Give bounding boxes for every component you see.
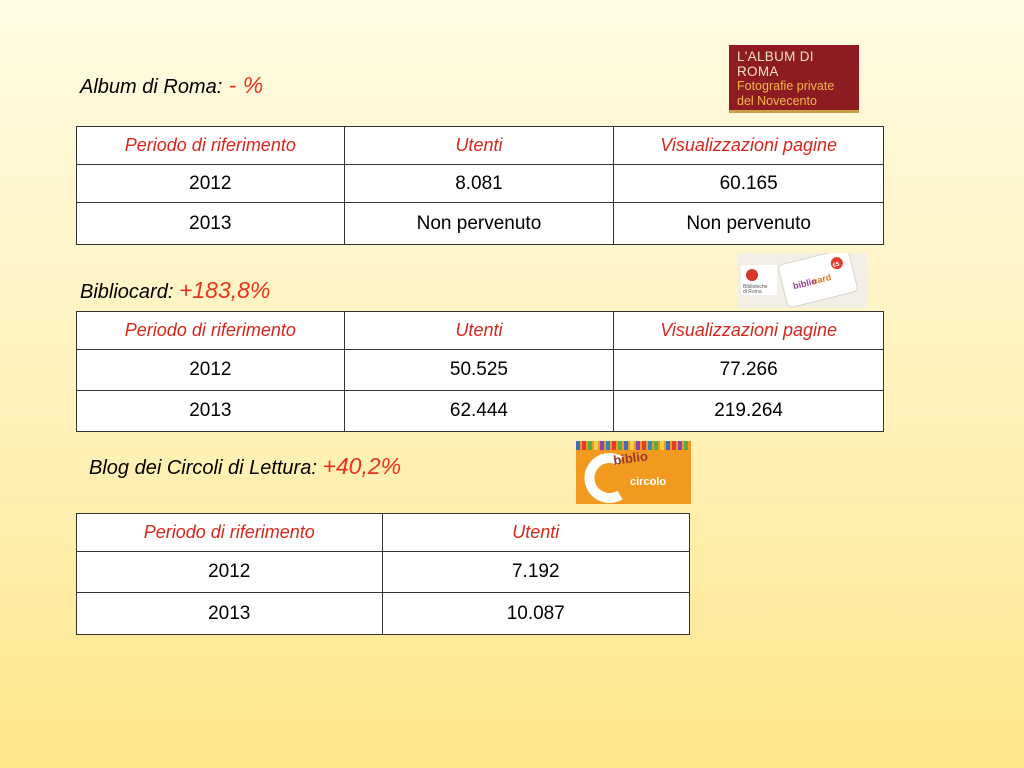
cell-users: 10.087	[381, 592, 691, 635]
bibliocard-logo: biblio card €5 Biblioteche di Roma	[737, 253, 867, 308]
album-delta: - %	[222, 72, 264, 98]
blog-delta: +40,2%	[322, 453, 402, 479]
cell-period: 2012	[76, 551, 383, 593]
cell-users: 8.081	[343, 164, 615, 203]
table-header-row: Periodo di riferimento Utenti Visualizza…	[76, 311, 884, 350]
cell-pageviews: 77.266	[613, 349, 884, 391]
header-pageviews: Visualizzazioni pagine	[613, 311, 884, 350]
table-row: 2012 50.525 77.266	[76, 349, 884, 391]
brand-line-1: Biblioteche	[743, 284, 768, 290]
card-card-text: card	[811, 272, 832, 286]
header-users: Utenti	[381, 513, 691, 552]
cell-users: Non pervenuto	[343, 202, 615, 245]
logo-biblio-text: biblio	[612, 448, 648, 468]
bibliocircolo-logo: biblio circolo	[576, 441, 691, 504]
bibliocircolo-image: biblio circolo	[576, 441, 691, 504]
album-logo-subtitle-1: Fotografie private	[737, 79, 835, 93]
cell-pageviews: 60.165	[613, 164, 884, 203]
album-logo-subtitle-2: del Novecento	[737, 94, 817, 108]
cell-users: 50.525	[343, 349, 615, 391]
album-table: Periodo di riferimento Utenti Visualizza…	[76, 126, 884, 245]
cell-period: 2013	[76, 390, 345, 432]
header-period: Periodo di riferimento	[76, 311, 345, 350]
bibliocard-table: Periodo di riferimento Utenti Visualizza…	[76, 311, 884, 432]
cell-users: 62.444	[343, 390, 615, 432]
bibliocard-image: biblio card €5 Biblioteche di Roma	[737, 253, 867, 308]
table-row: 2013 62.444 219.264	[76, 390, 884, 432]
table-row: 2013 Non pervenuto Non pervenuto	[76, 202, 884, 245]
album-heading: Album di Roma: - %	[80, 72, 263, 99]
cell-period: 2012	[76, 164, 345, 203]
album-di-roma-logo: L'ALBUM DI ROMA Fotografie private del N…	[729, 45, 859, 113]
header-period: Periodo di riferimento	[76, 126, 345, 165]
bibliocard-delta: +183,8%	[178, 277, 271, 303]
brand-line-2: di Roma	[743, 289, 762, 295]
logo-circolo-text: circolo	[630, 476, 666, 488]
blog-heading: Blog dei Circoli di Lettura: +40,2%	[89, 453, 401, 480]
table-row: 2013 10.087	[76, 592, 691, 635]
cell-period: 2013	[76, 592, 383, 635]
table-row: 2012 8.081 60.165	[76, 164, 884, 203]
c-shape-icon	[584, 453, 623, 503]
header-pageviews: Visualizzazioni pagine	[613, 126, 884, 165]
table-header-row: Periodo di riferimento Utenti	[76, 513, 691, 552]
bibliocard-heading: Bibliocard: +183,8%	[80, 277, 270, 304]
bibliocard-title: Bibliocard:	[80, 281, 179, 303]
cell-period: 2013	[76, 202, 345, 245]
header-users: Utenti	[343, 311, 615, 350]
cell-pageviews: Non pervenuto	[613, 202, 884, 245]
table-row: 2012 7.192	[76, 551, 691, 593]
card-badge-text: €5	[832, 261, 841, 269]
badge-icon	[830, 257, 843, 270]
cell-users: 7.192	[381, 551, 691, 593]
brand-mark-icon	[746, 269, 758, 281]
blog-table: Periodo di riferimento Utenti 2012 7.192…	[76, 513, 691, 635]
album-logo-title: L'ALBUM DI ROMA	[737, 49, 814, 79]
album-title: Album di Roma:	[80, 76, 223, 98]
table-header-row: Periodo di riferimento Utenti Visualizza…	[76, 126, 884, 165]
cell-pageviews: 219.264	[613, 390, 884, 432]
header-users: Utenti	[343, 126, 615, 165]
blog-title: Blog dei Circoli di Lettura:	[89, 457, 323, 479]
header-period: Periodo di riferimento	[76, 513, 383, 552]
cell-period: 2012	[76, 349, 345, 391]
